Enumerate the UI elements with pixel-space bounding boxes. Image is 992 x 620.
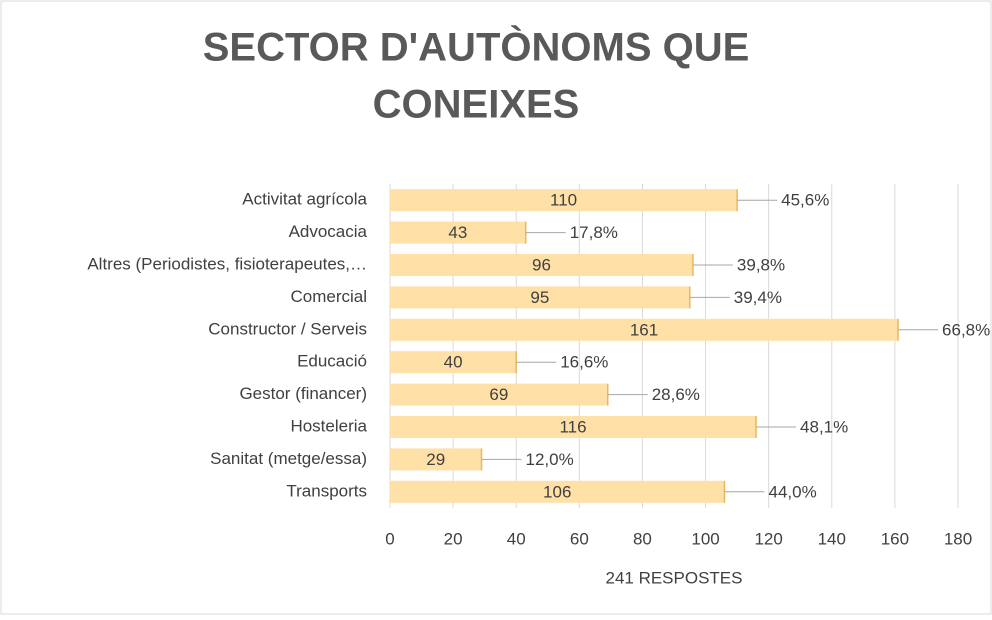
chart-title: CONEIXES [373,83,580,127]
value-label: 40 [444,353,463,372]
x-tick-label: 80 [633,529,652,548]
chart-title: SECTOR D'AUTÒNOMS QUE [203,24,750,70]
x-tick-label: 20 [444,529,463,548]
value-label: 116 [559,417,586,436]
percent-label: 12,0% [526,450,574,469]
x-tick-label: 60 [570,529,589,548]
x-tick-label: 140 [818,529,846,548]
x-tick-label: 40 [507,529,526,548]
bar [390,189,738,212]
percent-label: 17,8% [570,223,618,242]
y-tick-label: Activitat agrícola [242,190,367,209]
value-label: 110 [550,191,577,210]
bar [390,480,725,503]
percent-label: 48,1% [800,417,848,436]
y-tick-label: Altres (Periodistes, fisioterapeutes,… [87,254,367,273]
bar [390,286,690,309]
value-label: 43 [448,223,467,242]
value-label: 96 [532,255,551,274]
x-tick-label: 120 [754,529,782,548]
value-label: 106 [543,482,571,501]
x-axis-title: 241 RESPOSTES [605,568,742,587]
value-label: 161 [630,320,658,339]
y-tick-label: Transports [286,481,367,500]
y-tick-label: Gestor (financer) [239,384,367,403]
x-tick-label: 160 [881,529,909,548]
bar [390,416,757,438]
bar [390,383,608,406]
percent-label: 39,8% [737,255,785,274]
bar [390,351,517,374]
value-label: 95 [530,288,549,307]
bar [390,221,526,244]
percent-label: 39,4% [734,288,782,307]
y-tick-label: Sanitat (metge/essa) [210,449,367,468]
value-label: 69 [489,385,508,404]
y-tick-label: Constructor / Serveis [208,319,367,338]
y-tick-label: Hosteleria [290,416,367,435]
x-tick-label: 180 [944,529,972,548]
percent-label: 28,6% [652,385,700,404]
percent-label: 45,6% [781,191,829,210]
y-tick-label: Advocacia [289,222,368,241]
x-tick-label: 100 [691,529,719,548]
y-tick-label: Educació [297,352,367,371]
value-label: 29 [426,450,445,469]
bar [390,448,482,471]
percent-label: 66,8% [942,320,990,339]
x-tick-label: 0 [385,529,394,548]
bar [390,254,693,276]
percent-label: 44,0% [768,482,816,501]
percent-label: 16,6% [560,353,608,372]
bar [390,318,899,341]
y-tick-label: Comercial [290,287,367,306]
